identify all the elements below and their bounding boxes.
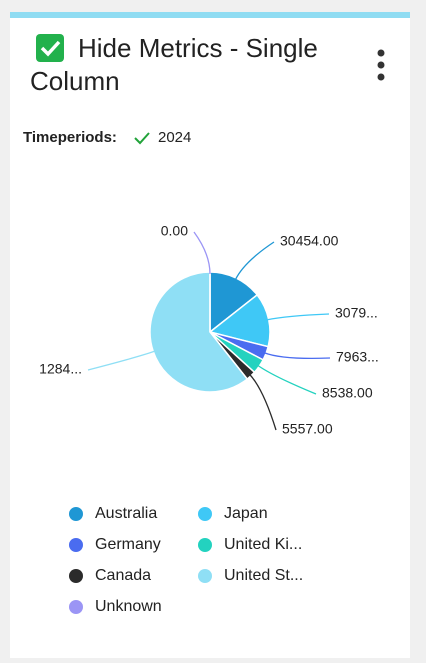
filter-value: 2024 xyxy=(158,129,191,146)
leader-line xyxy=(266,313,330,321)
legend-label: Japan xyxy=(224,505,268,522)
data-label: 3079... xyxy=(335,305,378,321)
legend-label: Unknown xyxy=(95,598,162,615)
data-label: 30454.00 xyxy=(280,233,339,249)
legend-marker xyxy=(69,507,83,521)
legend-marker xyxy=(198,569,212,583)
legend-label: Australia xyxy=(95,505,157,522)
legend-label: United St... xyxy=(224,567,303,584)
check-icon xyxy=(36,34,64,62)
menu-button[interactable] xyxy=(377,49,385,81)
legend-marker xyxy=(198,538,212,552)
card-top-bar xyxy=(10,12,410,18)
legend-marker xyxy=(69,538,83,552)
legend-label: United Ki... xyxy=(224,536,302,553)
filter-check xyxy=(134,132,150,145)
data-label: 8538.00 xyxy=(322,385,373,401)
leader-line xyxy=(234,241,275,281)
leader-line xyxy=(87,350,156,371)
data-label: 0.00 xyxy=(161,223,188,239)
legend-label: Germany xyxy=(95,536,161,553)
data-label: 5557.00 xyxy=(282,421,333,437)
data-label: 7963... xyxy=(336,349,379,365)
check-mark xyxy=(40,40,61,57)
legend-marker xyxy=(198,507,212,521)
leader-line xyxy=(193,231,211,275)
legend-label: Canada xyxy=(95,567,151,584)
legend-marker xyxy=(69,569,83,583)
leader-line xyxy=(249,373,277,431)
legend-marker xyxy=(69,600,83,614)
data-label: 1284... xyxy=(39,361,82,377)
chart-title: Hide Metrics - Single xyxy=(78,33,318,63)
filter-label: Timeperiods: xyxy=(23,129,117,146)
leader-line xyxy=(257,364,317,395)
leader-line xyxy=(263,352,331,360)
chart-title: Column xyxy=(30,66,120,96)
